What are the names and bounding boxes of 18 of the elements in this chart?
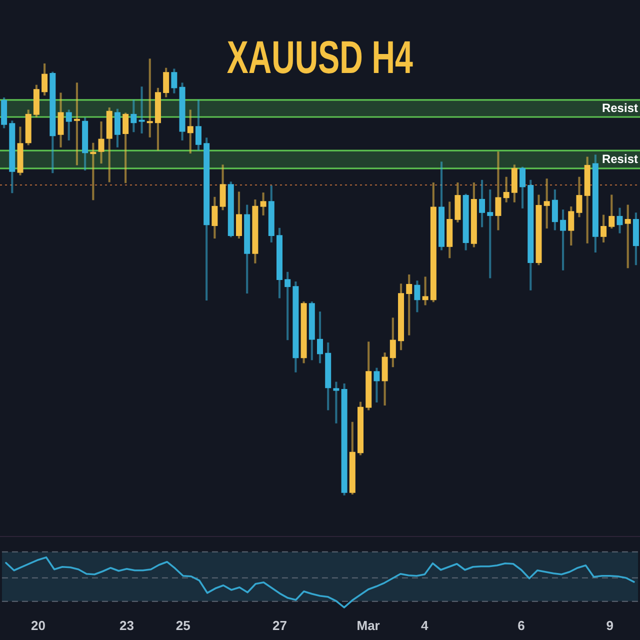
band-label: Resist [602, 152, 638, 166]
candlestick [333, 382, 340, 424]
x-tick-label: 9 [606, 618, 614, 633]
candlestick [495, 152, 502, 230]
chart-title: XAUUSD H4 [226, 30, 414, 84]
x-tick-label: 27 [272, 618, 287, 633]
x-tick-label: 23 [120, 618, 134, 633]
x-tick-label: 4 [421, 618, 430, 633]
x-tick-label: 6 [518, 618, 525, 633]
x-tick-label: 20 [30, 618, 46, 633]
x-tick-label: 25 [176, 618, 190, 633]
candlestick [146, 58, 153, 138]
candlestick [487, 189, 494, 278]
x-tick-label: Mar [356, 618, 380, 633]
candlestick [138, 86, 145, 134]
candlestick [74, 82, 80, 166]
candlestick [90, 142, 96, 200]
band-label: Resist [602, 100, 638, 115]
